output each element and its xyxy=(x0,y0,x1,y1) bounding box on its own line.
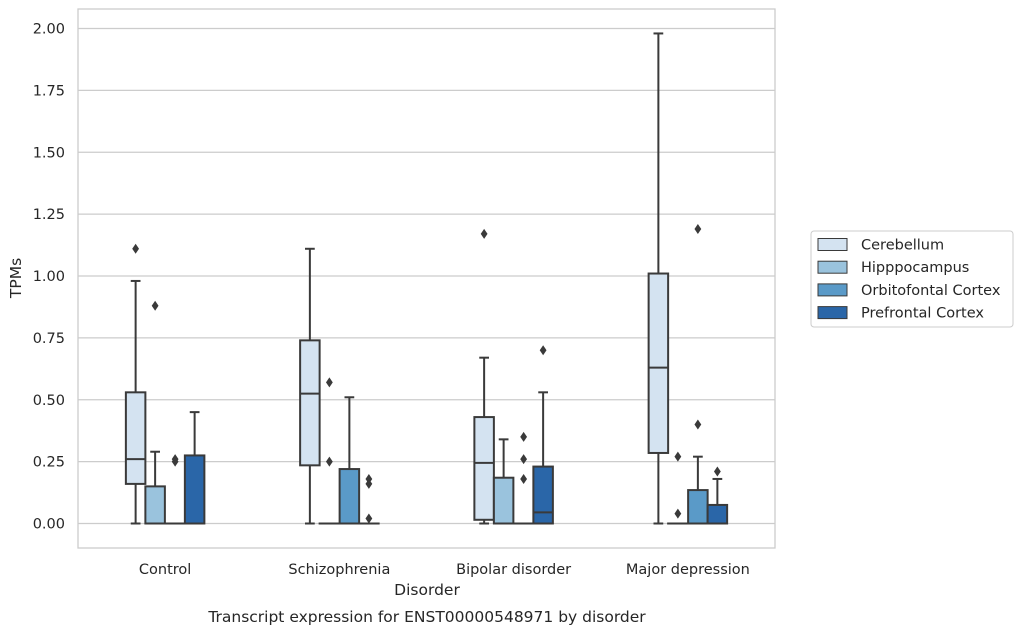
outlier-point xyxy=(365,513,373,524)
box-group xyxy=(492,438,515,525)
outlier-point xyxy=(520,454,528,465)
outlier-point xyxy=(325,456,333,467)
outlier-point xyxy=(674,508,682,519)
outlier-point xyxy=(520,431,528,442)
legend-swatch xyxy=(817,283,848,297)
legend-items: Cerebellum Hipppocampus Orbitofontal Corte… xyxy=(817,238,1001,322)
outlier-point xyxy=(151,300,159,311)
chart-caption: Transcript expression for ENST0000054897… xyxy=(207,608,646,626)
box-body xyxy=(647,272,670,454)
box-group xyxy=(124,243,147,525)
x-tick-labels: Control Schizophrenia Bipolar disorder Majo… xyxy=(139,562,750,578)
y-tick-label: 0.00 xyxy=(33,517,65,533)
plot-frame xyxy=(77,8,776,549)
outlier-point xyxy=(480,228,488,239)
grid-lines xyxy=(78,27,775,525)
legend-frame xyxy=(810,230,1014,328)
y-tick-label: 0.50 xyxy=(33,393,65,409)
x-tick-label: Bipolar disorder xyxy=(456,562,571,578)
legend-label: Prefrontal Cortex xyxy=(861,306,984,322)
legend-swatch xyxy=(817,238,848,251)
box-group xyxy=(183,411,206,525)
outlier-point xyxy=(365,473,373,484)
outlier-point xyxy=(713,466,721,477)
y-tick-label: 1.00 xyxy=(33,269,65,285)
y-tick-label: 1.25 xyxy=(33,207,65,223)
legend-swatch xyxy=(817,306,848,320)
box-body xyxy=(124,391,147,485)
box-body xyxy=(299,339,321,467)
box-group xyxy=(164,454,186,525)
box-group xyxy=(647,32,670,525)
outlier-point xyxy=(171,454,179,465)
outlier-point xyxy=(674,451,682,462)
box-body xyxy=(183,454,206,525)
legend-swatch xyxy=(817,260,848,274)
outlier-point xyxy=(539,345,547,356)
outlier-point xyxy=(694,419,702,430)
y-tick-label: 0.25 xyxy=(33,455,65,471)
legend: Cerebellum Hipppocampus Orbitofontal Corte… xyxy=(810,230,1014,328)
outlier-point xyxy=(325,377,333,388)
x-tick-label: Major depression xyxy=(626,562,750,578)
box-group xyxy=(299,247,321,525)
box-body xyxy=(338,468,361,525)
box-group xyxy=(687,223,709,525)
y-tick-label: 2.00 xyxy=(33,22,65,38)
y-tick-label: 1.75 xyxy=(33,83,65,99)
box-group xyxy=(358,473,380,525)
box-group xyxy=(706,466,729,525)
legend-label: Hipppocampus xyxy=(861,260,969,276)
box-body xyxy=(492,476,515,525)
x-tick-label: Control xyxy=(139,562,191,578)
y-axis-label: TPMs xyxy=(7,258,25,299)
y-tick-label: 0.75 xyxy=(33,331,65,347)
box-group xyxy=(144,300,166,525)
box-group xyxy=(338,396,361,525)
box-body xyxy=(706,503,729,525)
box-group xyxy=(532,345,554,525)
box-body xyxy=(687,489,709,525)
x-axis-label: Disorder xyxy=(394,581,460,599)
box-group xyxy=(667,451,689,525)
legend-label: Cerebellum xyxy=(861,238,944,254)
box-group xyxy=(473,228,495,525)
box-body xyxy=(532,465,554,525)
y-tick-label: 1.50 xyxy=(33,145,65,161)
x-tick-label: Schizophrenia xyxy=(288,562,390,578)
box-body xyxy=(473,416,495,521)
outlier-point xyxy=(520,473,528,484)
boxes xyxy=(124,32,729,525)
y-tick-labels: 0.00 0.25 0.50 0.75 1.00 1.25 1.50 1.75 2.00 xyxy=(33,22,65,533)
box-body xyxy=(144,485,166,525)
legend-label: Orbitofontal Cortex xyxy=(861,283,1001,299)
box-group xyxy=(512,431,535,525)
outlier-point xyxy=(694,223,702,234)
outlier-point xyxy=(132,243,140,254)
